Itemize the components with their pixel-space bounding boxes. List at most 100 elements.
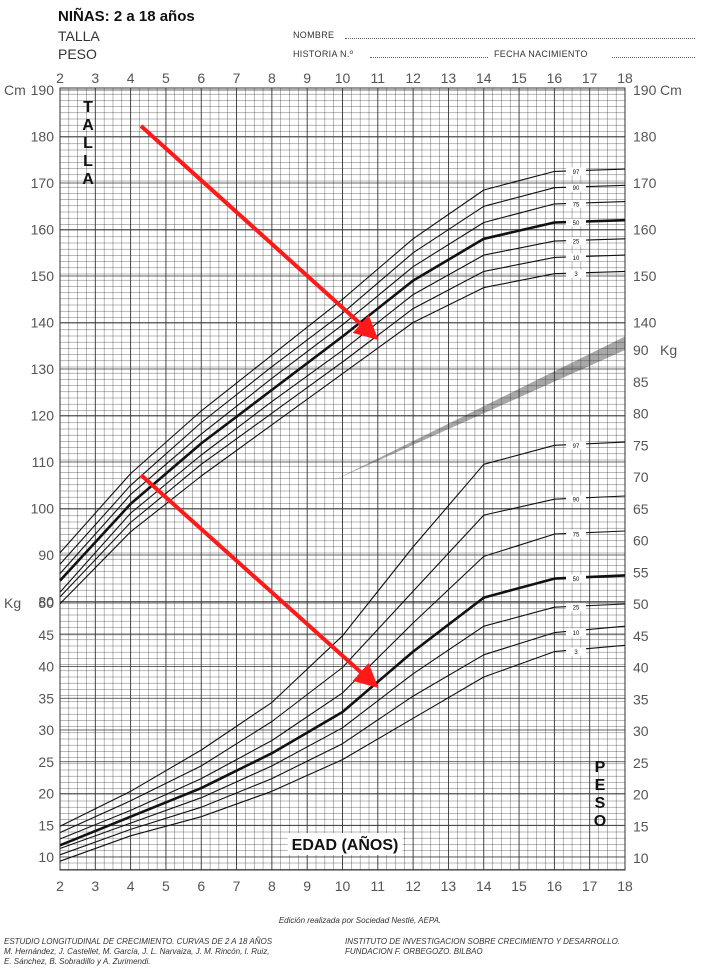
y-tick-peso-left: 10 (38, 849, 54, 865)
x-tick-top: 15 (511, 70, 527, 86)
y-tick-peso-right: 50 (633, 596, 649, 612)
subtitle-peso: PESO (58, 46, 97, 62)
footer-institute-line2: FUNDACION F. ORBEGOZO. BILBAO (345, 947, 483, 956)
x-tick-bottom: 18 (617, 878, 633, 894)
peso-label-p50: 50 (573, 577, 580, 583)
talla-label-p3: 3 (574, 272, 578, 278)
percentile-label-bg (566, 441, 586, 450)
peso-label-p10: 10 (573, 631, 580, 637)
peso-curve-p75 (59, 530, 626, 840)
annotation-arrows (139, 124, 379, 689)
y-tick-peso-left: 25 (38, 754, 54, 770)
percentile-label-bg (566, 574, 586, 583)
subtitle-talla: TALLA (58, 28, 100, 44)
peso-curve-p25 (59, 603, 626, 850)
y-tick-peso-left: 20 (38, 786, 54, 802)
percentile-label-bg (566, 495, 586, 504)
y-tick-peso-right: 15 (633, 818, 649, 834)
peso-curve-p97 (59, 441, 626, 827)
footer-institute: INSTITUTO DE INVESTIGACION SOBRE CRECIMI… (345, 937, 715, 957)
x-tick-top: 17 (582, 70, 598, 86)
y-tick-talla-left: 170 (31, 175, 55, 191)
x-tick-top: 11 (371, 70, 386, 86)
x-tick-top: 9 (303, 70, 311, 86)
x-tick-bottom: 16 (547, 878, 563, 894)
y-tick-talla-left: 120 (31, 408, 55, 424)
percentile-label-bg (566, 253, 586, 262)
x-tick-bottom: 15 (511, 878, 527, 894)
x-tick-bottom: 12 (405, 878, 421, 894)
field-nombre-line[interactable] (345, 38, 695, 39)
talla-label-p97: 97 (573, 170, 580, 176)
peso-label-p75: 75 (573, 533, 580, 539)
percentile-label-bg (566, 199, 586, 208)
arrow-peso (139, 473, 379, 689)
talla-label-p10: 10 (573, 256, 580, 262)
x-tick-bottom: 2 (56, 878, 64, 894)
x-tick-top: 3 (91, 70, 99, 86)
talla-vertical-letter: L (83, 135, 93, 152)
y-tick-peso-right: 20 (633, 787, 649, 803)
y-tick-peso-right: 25 (633, 755, 649, 771)
talla-curve-p75 (59, 201, 626, 574)
footer-institute-line1: INSTITUTO DE INVESTIGACION SOBRE CRECIMI… (345, 937, 621, 946)
x-tick-bottom: 10 (335, 878, 351, 894)
x-tick-top: 10 (335, 70, 351, 86)
x-axis-label: EDAD (AÑOS) (292, 834, 399, 854)
y-tick-talla-left: 160 (31, 222, 55, 238)
peso-curve-p10 (59, 625, 626, 856)
talla-vertical-letter: A (82, 171, 94, 188)
y-tick-peso-left: 45 (38, 627, 54, 643)
x-tick-top: 6 (197, 70, 205, 86)
footer-study-line1: ESTUDIO LONGITUDINAL DE CRECIMIENTO. CUR… (4, 937, 273, 946)
y-tick-talla-left: 130 (31, 361, 55, 377)
talla-curve-p50 (59, 218, 626, 582)
field-nombre-label: NOMBRE (293, 30, 335, 40)
y-unit-peso-right: Kg (660, 342, 677, 358)
y-tick-peso-right: 65 (633, 501, 649, 517)
peso-label-p90: 90 (573, 498, 580, 504)
field-historia-line[interactable] (370, 57, 488, 58)
percentile-label-bg (566, 530, 586, 539)
x-tick-top: 12 (405, 70, 421, 86)
peso-label-p97: 97 (573, 444, 580, 450)
y-tick-talla-right: 170 (633, 175, 657, 191)
peso-vertical-letter: O (594, 813, 606, 830)
y-tick-talla-right: 160 (633, 222, 657, 238)
y-tick-peso-right: 75 (633, 437, 649, 453)
x-axis-label-bg (287, 833, 403, 855)
x-tick-bottom: 9 (303, 878, 311, 894)
x-tick-top: 18 (617, 70, 633, 86)
peso-label-p3: 3 (574, 650, 578, 656)
y-tick-talla-right: 150 (633, 268, 657, 284)
x-tick-bottom: 13 (441, 878, 457, 894)
talla-vertical-letter: L (83, 153, 93, 170)
talla-curve-p25 (59, 238, 626, 593)
x-tick-bottom: 6 (197, 878, 205, 894)
x-tick-bottom: 5 (162, 878, 170, 894)
footer-study-line3: E. Sánchez, B. Sobradillo y A. Zurimendi… (4, 957, 151, 966)
talla-label-p50: 50 (573, 221, 580, 227)
talla-curve-p90 (59, 184, 626, 565)
peso-curve-p90 (59, 495, 626, 834)
percentile-label-bg (566, 603, 586, 612)
chart-title: NIÑAS: 2 a 18 años (58, 8, 195, 25)
y-tick-talla-left: 100 (31, 501, 55, 517)
x-tick-bottom: 3 (91, 878, 99, 894)
y-tick-peso-right: 90 (633, 342, 649, 358)
x-tick-top: 4 (127, 70, 135, 86)
y-tick-peso-right: 80 (633, 406, 649, 422)
y-tick-peso-right: 10 (633, 850, 649, 866)
y-tick-talla-left: 80 (38, 594, 54, 610)
x-tick-bottom: 14 (476, 878, 492, 894)
arrow-talla (139, 124, 379, 341)
percentile-label-bg (566, 628, 586, 637)
x-tick-top: 8 (268, 70, 276, 86)
percentile-label-bg (566, 647, 586, 656)
percentile-curves: 97 90 75 50 25 10 3 97 90 75 50 25 10 3 (59, 167, 626, 862)
talla-curve-p10 (59, 254, 626, 598)
percentile-label-bg (566, 269, 586, 278)
percentile-label-bg (566, 183, 586, 192)
y-unit-talla-left: Cm (4, 82, 26, 98)
field-fecha-line[interactable] (612, 57, 695, 58)
